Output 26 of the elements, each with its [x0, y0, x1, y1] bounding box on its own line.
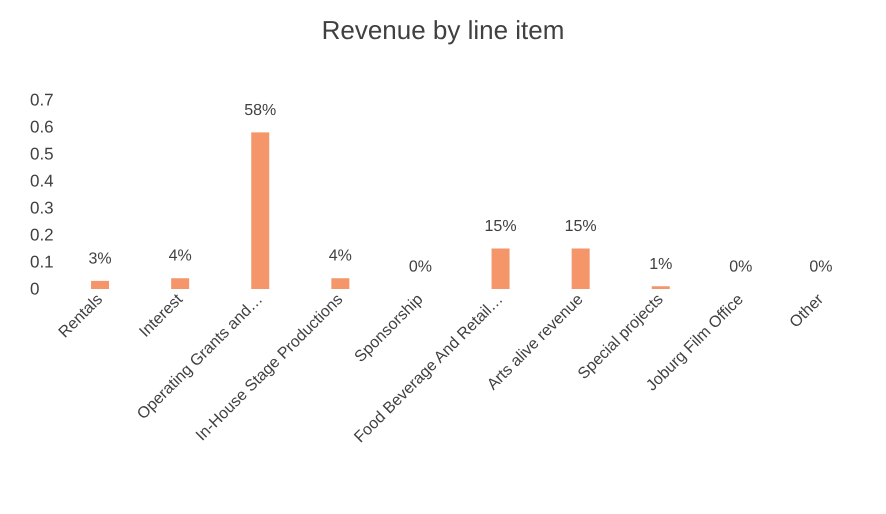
- y-tick-label: 0.1: [30, 252, 54, 272]
- data-label: 4%: [168, 248, 192, 265]
- y-tick-label: 0.2: [30, 226, 54, 244]
- y-tick-label: 0.3: [30, 198, 54, 218]
- y-tick-label: 0: [30, 280, 40, 298]
- data-label: 15%: [484, 218, 517, 235]
- data-label: 58%: [244, 102, 276, 119]
- data-label: 4%: [328, 248, 352, 265]
- y-tick-label: 0.7: [30, 90, 54, 110]
- bar: [572, 248, 590, 289]
- data-label: 0%: [809, 258, 833, 276]
- data-label: 1%: [649, 256, 672, 273]
- data-label: 0%: [408, 258, 432, 276]
- y-tick-label: 0.6: [30, 118, 54, 136]
- bar: [492, 248, 510, 289]
- bar: [652, 286, 670, 289]
- bar: [91, 280, 110, 289]
- bar: [331, 278, 350, 289]
- data-label: 0%: [729, 258, 752, 276]
- data-label: 15%: [564, 218, 597, 235]
- y-tick-label: 0.5: [30, 144, 54, 164]
- bar: [171, 278, 190, 289]
- chart-title: Revenue by line item: [322, 15, 564, 45]
- data-label: 3%: [88, 250, 112, 268]
- y-tick-label: 0.4: [30, 172, 54, 190]
- bar: [251, 132, 270, 289]
